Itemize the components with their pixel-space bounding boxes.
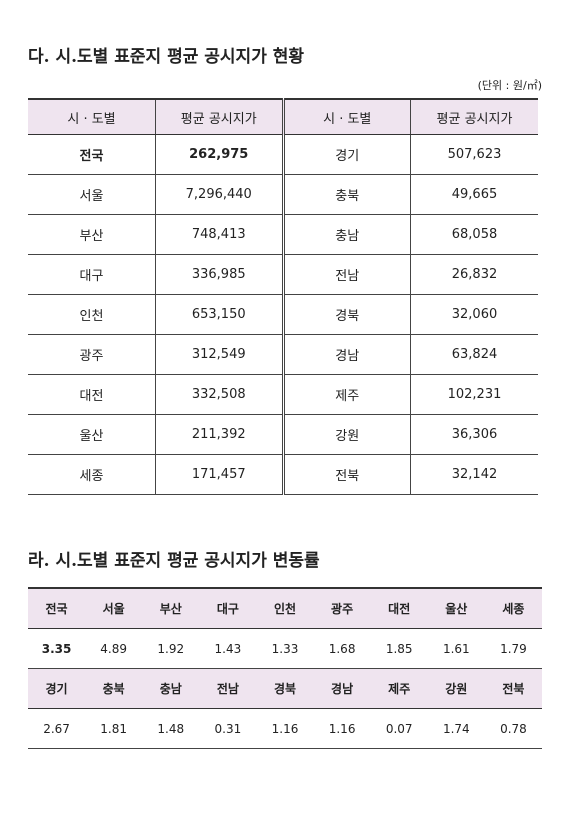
table-cell: 충북: [85, 668, 143, 709]
table-row: 부산 748,413 충남 68,058: [28, 214, 538, 255]
table-cell: 부산: [28, 214, 156, 255]
table-cell: 충남: [142, 668, 200, 709]
table-cell: 748,413: [155, 214, 285, 255]
table-cell: 1.85: [370, 628, 428, 669]
table-cell: 대구: [199, 588, 257, 629]
table-row: 인천 653,150 경북 32,060: [28, 294, 538, 335]
table-cell: 경북: [256, 668, 314, 709]
unit-note: (단위 : 원/㎡): [477, 79, 542, 92]
table-cell: 1.43: [199, 628, 257, 669]
table-cell: 1.61: [427, 628, 485, 669]
table-cell: 광주: [313, 588, 371, 629]
table-cell: 32,060: [410, 294, 538, 335]
table-cell: 3.35: [28, 628, 86, 669]
table-cell: 대전: [28, 374, 156, 415]
table-cell: 32,142: [410, 454, 538, 495]
price-table: 시 · 도별 평균 공시지가 시 · 도별 평균 공시지가 전국 262,975 경기 507…: [28, 98, 538, 495]
table-row: 세종 171,457 전북 32,142: [28, 454, 538, 495]
table-cell: 63,824: [410, 334, 538, 375]
table-cell: 서울: [28, 174, 156, 215]
table-row: 전국 서울 부산 대구 인천 광주 대전 울산 세종: [28, 588, 542, 629]
table-row: 3.35 4.89 1.92 1.43 1.33 1.68 1.85 1.61 1.79: [28, 628, 542, 669]
table-cell: 전국: [28, 588, 86, 629]
table-row: 광주 312,549 경남 63,824: [28, 334, 538, 375]
section-title: 라. 시.도별 표준지 평균 공시지가 변동률: [28, 551, 320, 571]
table-row: 울산 211,392 강원 36,306: [28, 414, 538, 455]
table-row: 서울 7,296,440 충북 49,665: [28, 174, 538, 215]
table-row: 시 · 도별 평균 공시지가 시 · 도별 평균 공시지가: [28, 99, 538, 135]
table-cell: 332,508: [155, 374, 285, 415]
table-cell: 경기: [283, 134, 411, 175]
table-cell: 336,985: [155, 254, 285, 295]
table-cell: 102,231: [410, 374, 538, 415]
table-cell: 전남: [199, 668, 257, 709]
table-cell: 세종: [484, 588, 542, 629]
table-cell: 211,392: [155, 414, 285, 455]
table-cell: 대구: [28, 254, 156, 295]
table-cell: 전남: [283, 254, 411, 295]
table-cell: 제주: [283, 374, 411, 415]
table-cell: 1.68: [313, 628, 371, 669]
table-cell: 대전: [370, 588, 428, 629]
table-cell: 1.33: [256, 628, 314, 669]
table-cell: 1.92: [142, 628, 200, 669]
table-cell: 0.07: [370, 708, 428, 749]
table-cell: 제주: [370, 668, 428, 709]
table-cell: 507,623: [410, 134, 538, 175]
table-cell: 광주: [28, 334, 156, 375]
table-row: 대전 332,508 제주 102,231: [28, 374, 538, 415]
table-cell: 1.74: [427, 708, 485, 749]
table-cell: 평균 공시지가: [155, 99, 285, 135]
table-cell: 인천: [256, 588, 314, 629]
table-cell: 312,549: [155, 334, 285, 375]
table-cell: 653,150: [155, 294, 285, 335]
table-cell: 171,457: [155, 454, 285, 495]
table-cell: 강원: [427, 668, 485, 709]
table-cell: 68,058: [410, 214, 538, 255]
table-cell: 경남: [283, 334, 411, 375]
table-cell: 부산: [142, 588, 200, 629]
table-row: 전국 262,975 경기 507,623: [28, 134, 538, 175]
table-cell: 2.67: [28, 708, 86, 749]
table-cell: 경북: [283, 294, 411, 335]
table-cell: 시 · 도별: [28, 99, 156, 135]
section-title: 다. 시.도별 표준지 평균 공시지가 현황: [28, 47, 305, 67]
table-cell: 1.81: [85, 708, 143, 749]
change-table: 전국 서울 부산 대구 인천 광주 대전 울산 세종 3.35 4.89 1.92 1.43 1.33 1.…: [28, 587, 542, 749]
table-cell: 울산: [427, 588, 485, 629]
table-cell: 전북: [484, 668, 542, 709]
table-cell: 전국: [28, 134, 156, 175]
table-row: 2.67 1.81 1.48 0.31 1.16 1.16 0.07 1.74 0.78: [28, 708, 542, 749]
table-row: 대구 336,985 전남 26,832: [28, 254, 538, 295]
table-cell: 1.48: [142, 708, 200, 749]
table-cell: 경기: [28, 668, 86, 709]
table-cell: 경남: [313, 668, 371, 709]
table-cell: 세종: [28, 454, 156, 495]
table-cell: 1.79: [484, 628, 542, 669]
table-cell: 인천: [28, 294, 156, 335]
table-cell: 4.89: [85, 628, 143, 669]
table-cell: 충북: [283, 174, 411, 215]
table-row: 경기 충북 충남 전남 경북 경남 제주 강원 전북: [28, 668, 542, 709]
table-cell: 강원: [283, 414, 411, 455]
table-cell: 시 · 도별: [283, 99, 411, 135]
table-cell: 26,832: [410, 254, 538, 295]
table-cell: 울산: [28, 414, 156, 455]
table-cell: 충남: [283, 214, 411, 255]
table-cell: 전북: [283, 454, 411, 495]
table-cell: 0.78: [484, 708, 542, 749]
table-cell: 서울: [85, 588, 143, 629]
table-cell: 262,975: [155, 134, 285, 175]
table-cell: 0.31: [199, 708, 257, 749]
table-cell: 1.16: [313, 708, 371, 749]
table-cell: 평균 공시지가: [410, 99, 538, 135]
table-cell: 49,665: [410, 174, 538, 215]
table-cell: 7,296,440: [155, 174, 285, 215]
table-cell: 1.16: [256, 708, 314, 749]
table-cell: 36,306: [410, 414, 538, 455]
